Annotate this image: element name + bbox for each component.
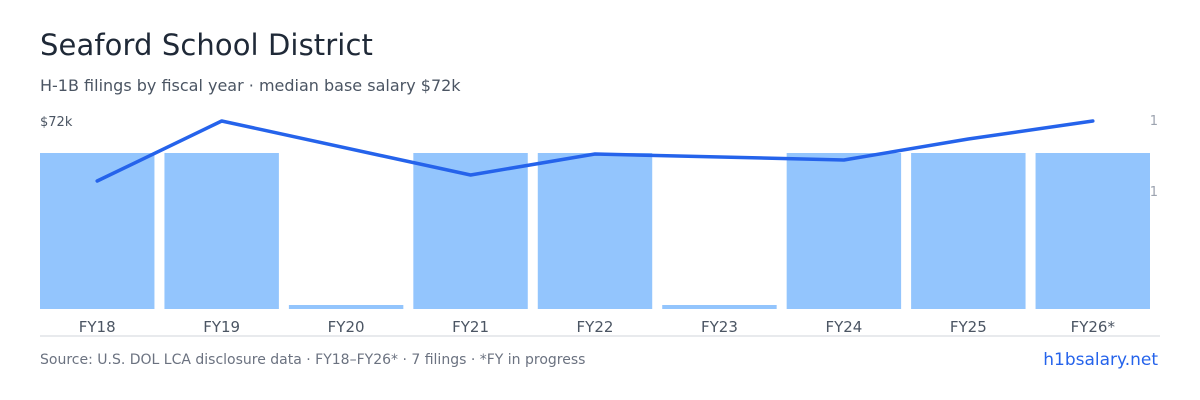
x-tick-label: FY19 [203, 318, 240, 336]
bar-fy19 [164, 153, 279, 309]
bar-fy23 [662, 305, 777, 309]
bar-fy18 [40, 153, 155, 309]
x-tick-label: FY24 [825, 318, 862, 336]
left-axis-tick-label: $72k [40, 115, 73, 130]
bar-fy26-inprogress [1035, 153, 1150, 309]
salary-line [95, 119, 1095, 183]
source-note: Source: U.S. DOL LCA disclosure data · F… [40, 352, 586, 368]
x-tick-label: FY25 [950, 318, 987, 336]
x-tick-label: FY21 [452, 318, 489, 336]
x-tick-label: FY23 [701, 318, 738, 336]
right-axis-tick-label: 1 [1150, 114, 1158, 129]
x-tick-label: FY18 [79, 318, 116, 336]
bar-fy22 [537, 153, 653, 309]
x-tick-label: FY20 [328, 318, 365, 336]
page-subtitle: H-1B filings by fiscal year · median bas… [40, 76, 461, 95]
brand-link[interactable]: h1bsalary.net [1043, 350, 1158, 370]
bar-fy21 [413, 153, 528, 309]
bar-fy20 [288, 305, 404, 309]
x-tick-label: FY22 [577, 318, 614, 336]
bar-fy24 [786, 153, 902, 309]
x-tick-label: FY26* [1071, 318, 1116, 336]
bar-fy25 [911, 153, 1026, 309]
right-axis-tick-label: 1 [1150, 185, 1158, 200]
page-title: Seaford School District [40, 28, 373, 62]
